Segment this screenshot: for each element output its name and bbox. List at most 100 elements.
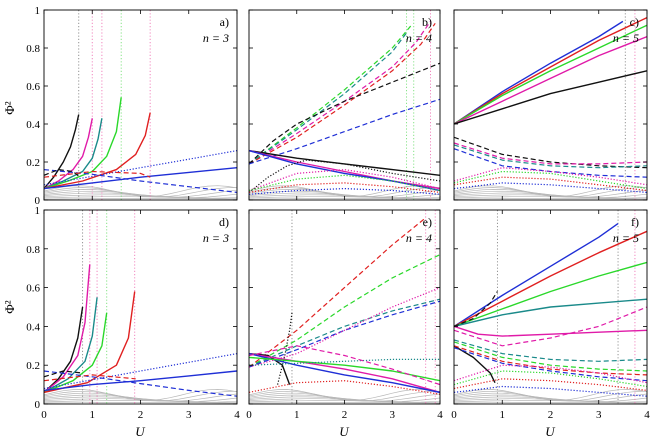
series-green-solid: [454, 24, 647, 125]
series-magenta-dashed: [454, 306, 647, 347]
series-blue-dashed: [249, 300, 440, 368]
x-tick-label: 3: [186, 409, 192, 421]
series-teal-solid: [44, 118, 103, 190]
x-tick-label: 2: [138, 409, 144, 421]
series-teal-solid: [454, 298, 647, 328]
series-blue-dotted: [454, 182, 647, 193]
panel-letter: c): [630, 15, 639, 29]
series-blue-dashed: [454, 148, 647, 178]
series-red-solid: [454, 16, 647, 125]
y-tick-label: 1: [35, 205, 41, 217]
panel-subtitle: n = 3: [203, 231, 229, 245]
series-magenta-dashed: [249, 21, 431, 165]
y-tick-label: 0.8: [26, 244, 40, 256]
series-green-dashed: [249, 254, 440, 368]
x-tick-label: 1: [294, 409, 300, 421]
panel-b: b) n = 4: [248, 9, 441, 201]
series-green-solid: [44, 312, 108, 394]
panel-letter: f): [631, 215, 639, 229]
series-blue-solid: [249, 149, 440, 192]
series-red-dotted: [249, 182, 440, 193]
panel-subtitle: n = 5: [613, 31, 639, 45]
series-green-solid: [44, 97, 122, 190]
background-curve: [249, 392, 440, 402]
x-tick-label: 3: [390, 409, 396, 421]
background-curve: [454, 189, 647, 198]
series-blue-solid: [44, 167, 237, 190]
plot-area: [454, 210, 647, 404]
series-blue-solid: [454, 223, 619, 327]
background-curve: [454, 187, 647, 198]
series-black-dashed: [44, 370, 83, 378]
y-tick-label: 0.8: [26, 43, 40, 55]
background-curve: [44, 189, 237, 198]
series-magenta-solid: [249, 352, 440, 394]
y-tick-label: 0.4: [26, 321, 40, 333]
background-curve: [249, 189, 440, 198]
y-tick-label: 0.2: [26, 157, 40, 169]
x-tick-label: 2: [342, 409, 348, 421]
panel-d: 0 1 2 3 4 0 0.2 0.4 0.6 0.8 1 d) n = 3: [26, 205, 240, 421]
series-red-solid: [44, 291, 136, 394]
series-blue-solid: [454, 20, 624, 125]
series-green-solid: [454, 261, 647, 328]
series-teal-dashed: [454, 339, 647, 362]
series-magenta-dashed: [249, 345, 440, 386]
x-tick-label: 0: [41, 409, 47, 421]
x-axis-label-left: U: [135, 424, 146, 439]
series-black-solid: [454, 70, 647, 125]
series-blue-dotted: [454, 385, 647, 397]
series-teal-dashed: [249, 32, 408, 165]
series-black-dashed: [249, 62, 440, 165]
series-black-dotted: [277, 312, 293, 385]
series-teal-dashed: [249, 298, 440, 368]
series-red-dashed: [44, 170, 151, 178]
panel-e: 0 1 2 3 4 e) n = 4: [246, 209, 443, 421]
series-blue-dashed: [44, 370, 237, 397]
series-green-dotted: [249, 174, 440, 192]
series-red-dotted: [249, 380, 440, 395]
series-green-dashed: [454, 341, 647, 372]
y-tick-label: 0: [35, 399, 41, 411]
plot-area: [454, 10, 647, 200]
series-green-dotted: [454, 170, 647, 190]
y-axis-label-bottom: Φ²: [2, 300, 17, 314]
series-red-dashed: [454, 345, 647, 376]
series-magenta-solid: [454, 35, 647, 125]
series-black-solid: [249, 149, 440, 176]
background-curve: [249, 394, 440, 403]
y-axis-label-top: Φ²: [2, 101, 17, 115]
panel-letter: d): [219, 215, 229, 229]
y-tick-label: 0.2: [26, 360, 40, 372]
series-red-dashed: [249, 217, 427, 368]
x-tick-label: 0: [246, 409, 252, 421]
background-curve: [44, 392, 237, 402]
y-tick-label: 0.6: [26, 81, 40, 93]
background-curve: [249, 190, 440, 199]
panel-subtitle: n = 4: [406, 231, 432, 245]
panel-letter: b): [422, 15, 432, 29]
series-green-dashed: [249, 24, 412, 165]
panels: 00.20.40.60.81a)n = 3b)n = 4c)n = 50 1 2 3 4…: [26, 5, 650, 421]
x-tick-label: 3: [596, 409, 602, 421]
background-curve: [249, 390, 440, 402]
y-tick-label: 0.6: [26, 283, 40, 295]
series-red-dashed: [44, 374, 136, 382]
series-red-dotted: [454, 176, 647, 192]
panel-letter: a): [220, 15, 229, 29]
series-black-solid: [44, 114, 80, 190]
x-tick-label: 4: [234, 409, 240, 421]
series-black-dashed: [44, 169, 81, 178]
background-curve: [44, 190, 237, 199]
background-curve: [44, 187, 237, 198]
x-tick-label: 0: [451, 409, 457, 421]
series-black-solid: [454, 345, 496, 384]
series-magenta-dotted: [454, 364, 647, 384]
x-axis-label-right: U: [545, 424, 556, 439]
panel-letter: e): [423, 215, 432, 229]
series-red-solid: [44, 112, 151, 190]
x-axis-label-middle: U: [339, 424, 350, 439]
series-black-dashed: [454, 291, 498, 327]
series-red-dotted: [454, 378, 647, 391]
